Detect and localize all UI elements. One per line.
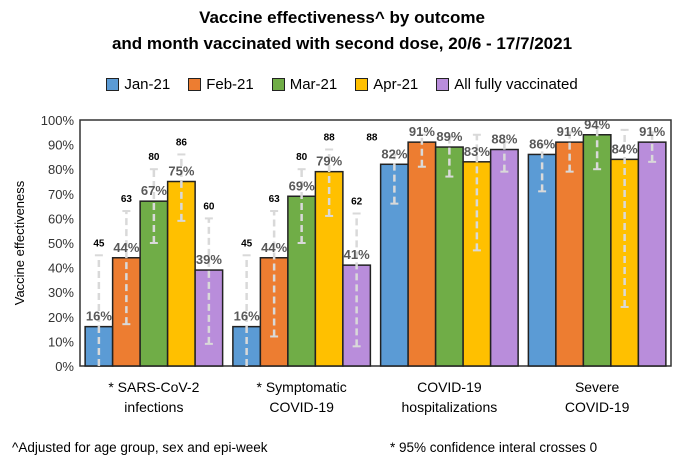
ci-high-label: 63 bbox=[121, 194, 133, 205]
bar bbox=[434, 146, 464, 367]
data-label: 91% bbox=[639, 124, 665, 139]
y-axis-label: Vaccine effectiveness bbox=[12, 180, 27, 305]
category-label: infections bbox=[124, 399, 183, 415]
y-tick-label: 90% bbox=[48, 138, 74, 153]
data-label: 91% bbox=[557, 124, 583, 139]
legend-item: Feb-21 bbox=[188, 76, 254, 93]
ci-high-label: 86 bbox=[176, 137, 188, 148]
data-label: 16% bbox=[234, 309, 260, 324]
plot-border bbox=[79, 119, 672, 367]
ci-high-label: 80 bbox=[148, 152, 160, 163]
category-label: COVID-19 bbox=[417, 379, 482, 395]
data-label: 94% bbox=[584, 117, 610, 132]
footnote-ci: * 95% confidence interal crosses 0 bbox=[390, 440, 598, 455]
legend-item: Jan-21 bbox=[106, 76, 170, 93]
category-label: * SARS-CoV-2 bbox=[108, 379, 199, 395]
bar bbox=[342, 264, 372, 367]
y-tick-label: 60% bbox=[48, 211, 74, 226]
data-label: 16% bbox=[86, 309, 112, 324]
y-tick-label: 100% bbox=[41, 113, 75, 128]
y-tick-label: 80% bbox=[48, 162, 74, 177]
legend-swatch bbox=[271, 78, 285, 91]
ci-high-label: 88 bbox=[324, 133, 336, 144]
bar bbox=[462, 161, 492, 367]
legend-item: Mar-21 bbox=[271, 76, 338, 93]
data-label: 67% bbox=[141, 183, 167, 198]
data-label: 79% bbox=[316, 154, 342, 169]
data-label: 91% bbox=[409, 124, 435, 139]
chart-title-line2: and month vaccinated with second dose, 2… bbox=[111, 34, 573, 53]
bar bbox=[489, 148, 519, 367]
y-tick-label: 10% bbox=[48, 334, 74, 349]
data-label: 44% bbox=[261, 240, 287, 255]
legend-label: Mar-21 bbox=[289, 76, 338, 93]
legend-item: All fully vaccinated bbox=[436, 76, 578, 93]
legend-swatch bbox=[106, 78, 120, 91]
legend-label: Apr-21 bbox=[373, 76, 419, 93]
legend-item: Apr-21 bbox=[355, 76, 418, 93]
bar bbox=[287, 195, 317, 367]
category-label: Severe bbox=[575, 379, 620, 395]
ci-high-label: 62 bbox=[351, 196, 363, 207]
legend-swatch bbox=[436, 78, 450, 91]
data-label: 89% bbox=[436, 129, 462, 144]
y-tick-label: 70% bbox=[48, 187, 74, 202]
legend-swatch bbox=[355, 78, 369, 91]
bar bbox=[379, 163, 409, 367]
data-label: 69% bbox=[289, 178, 315, 193]
data-label: 39% bbox=[196, 252, 222, 267]
data-label: 44% bbox=[113, 240, 139, 255]
y-tick-label: 40% bbox=[48, 261, 74, 276]
bar bbox=[407, 141, 437, 367]
category-label: COVID-19 bbox=[269, 399, 334, 415]
legend-label: Jan-21 bbox=[124, 76, 171, 93]
data-label: 75% bbox=[168, 164, 194, 179]
y-tick-label: 30% bbox=[48, 285, 74, 300]
data-label: 41% bbox=[344, 247, 370, 262]
bar bbox=[637, 141, 667, 367]
ci-high-label: 45 bbox=[93, 238, 105, 249]
ci-high-label: 63 bbox=[269, 194, 281, 205]
ci-high-label: 45 bbox=[241, 238, 253, 249]
category-label: hospitalizations bbox=[402, 399, 498, 415]
y-tick-label: 20% bbox=[48, 310, 74, 325]
data-label: 84% bbox=[612, 141, 638, 156]
data-label: 88% bbox=[491, 132, 517, 147]
legend-label: All fully vaccinated bbox=[454, 76, 578, 93]
footnote-adjusted: ^Adjusted for age group, sex and epi-wee… bbox=[12, 440, 268, 455]
data-label: 86% bbox=[529, 136, 555, 151]
bar bbox=[555, 141, 585, 367]
data-label: 82% bbox=[381, 146, 407, 161]
category-label: COVID-19 bbox=[565, 399, 630, 415]
ci-high-label: 88 bbox=[366, 133, 378, 144]
legend-swatch bbox=[188, 78, 202, 91]
data-label: 83% bbox=[464, 144, 490, 159]
y-tick-label: 0% bbox=[55, 359, 74, 374]
category-label: * Symptomatic bbox=[257, 379, 347, 395]
y-tick-label: 50% bbox=[48, 236, 74, 251]
legend: Jan-21 Feb-21 Mar-21 Apr-21 All fully va… bbox=[0, 76, 684, 93]
ci-high-label: 60 bbox=[203, 201, 215, 212]
legend-label: Feb-21 bbox=[206, 76, 254, 93]
ci-high-label: 80 bbox=[296, 152, 308, 163]
chart-title-line1: Vaccine effectiveness^ by outcome bbox=[199, 8, 485, 27]
